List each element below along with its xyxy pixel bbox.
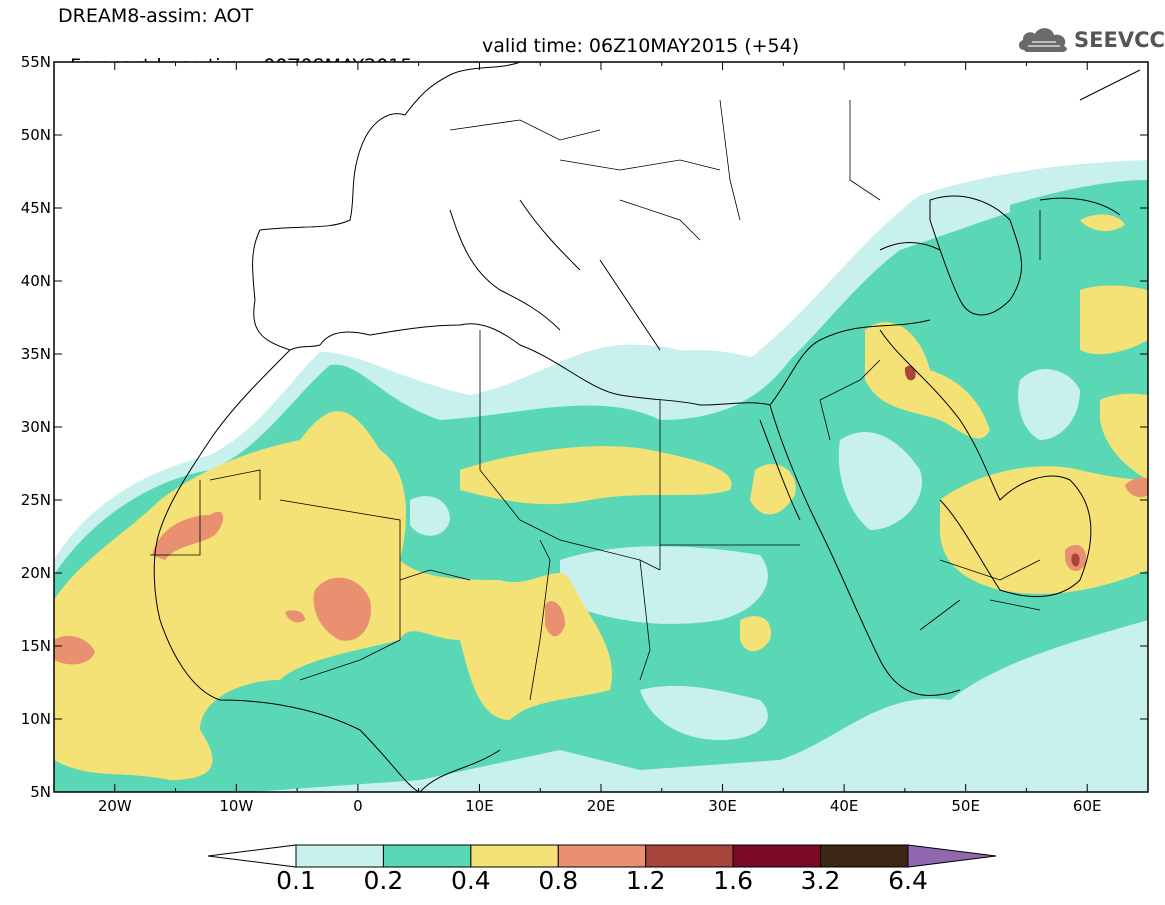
cloud-icon xyxy=(1018,28,1067,52)
map-title: DREAM8-assim: AOT xyxy=(58,5,254,27)
aot-band-1-2 xyxy=(904,365,1080,567)
axis-ticks xyxy=(53,61,1149,793)
logo-text: SEEVCCC xyxy=(1074,28,1165,52)
lat-tick-label: 50N xyxy=(21,126,51,144)
lon-tick-label: 10W xyxy=(219,797,253,815)
colorbar-max-arrow xyxy=(907,844,997,868)
colorbar-label: 1.2 xyxy=(625,866,666,895)
colorbar-label: 0.8 xyxy=(538,866,579,895)
colorbar-swatch xyxy=(645,844,734,868)
lon-tick-label: 30E xyxy=(708,797,737,815)
lon-tick-label: 60E xyxy=(1073,797,1102,815)
colorbar-swatch xyxy=(295,844,384,868)
lat-tick-label: 45N xyxy=(21,199,51,217)
lat-tick-label: 40N xyxy=(21,272,51,290)
lat-tick-label: 10N xyxy=(21,710,51,728)
seevccc-logo: SEEVCCC xyxy=(1016,22,1165,56)
lat-tick-label: 5N xyxy=(30,783,51,801)
lon-tick-label: 20E xyxy=(587,797,616,815)
lon-tick-label: 40E xyxy=(830,797,859,815)
colorbar-swatch xyxy=(557,844,647,868)
lat-tick-label: 35N xyxy=(21,345,51,363)
colorbar-label: 6.4 xyxy=(888,866,928,895)
colorbar-label: 0.1 xyxy=(276,866,316,895)
colorbar-swatch xyxy=(382,844,472,868)
colorbar-label: 0.2 xyxy=(363,866,404,895)
lon-tick-label: 20W xyxy=(98,797,132,815)
lat-tick-label: 20N xyxy=(21,564,51,582)
lat-tick-label: 25N xyxy=(21,491,51,509)
coastlines xyxy=(153,62,1141,792)
lon-tick-label: 10E xyxy=(465,797,494,815)
lat-tick-label: 15N xyxy=(21,637,51,655)
colorbar-label: 1.6 xyxy=(713,866,754,895)
lon-tick-label: 0 xyxy=(353,797,363,815)
lat-tick-label: 30N xyxy=(21,418,51,436)
colorbar-min-arrow xyxy=(207,844,297,868)
aot-band-0-8 xyxy=(54,477,1148,665)
aot-band-0-1-patches xyxy=(410,369,1080,740)
colorbar-swatch xyxy=(470,844,559,868)
colorbar-label: 0.4 xyxy=(450,866,491,895)
lon-tick-label: 50E xyxy=(951,797,980,815)
colorbar xyxy=(207,844,997,868)
axis-tick-labels: 20W 10W 0 10E 20E 30E 40E 50E 60E 55N 50N 45N 40N 35N… xyxy=(21,53,1102,815)
colorbar-swatch xyxy=(820,844,909,868)
lat-tick-label: 55N xyxy=(21,53,51,71)
country-borders xyxy=(150,99,1041,701)
colorbar-swatch xyxy=(732,844,822,868)
valid-time-label: valid time: 06Z10MAY2015 (+54) xyxy=(482,35,800,57)
colorbar-label: 3.2 xyxy=(800,866,841,895)
